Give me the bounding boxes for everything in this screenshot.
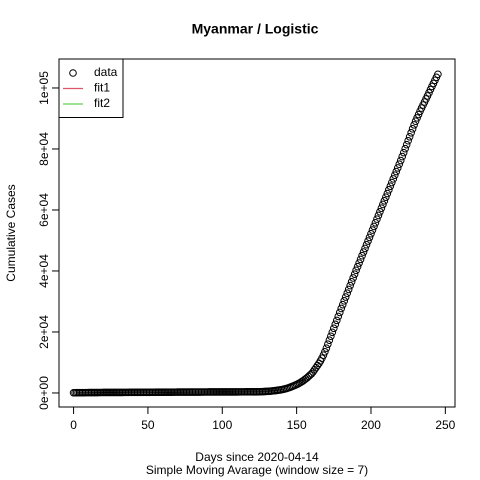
y-tick-label: 0e+00 bbox=[37, 376, 51, 410]
data-point bbox=[367, 229, 375, 238]
data-point bbox=[335, 308, 344, 317]
data-point bbox=[364, 237, 372, 245]
data-point bbox=[361, 244, 369, 253]
legend-label: fit1 bbox=[94, 81, 110, 95]
data-point bbox=[386, 182, 395, 190]
data-point bbox=[327, 332, 335, 341]
data-point bbox=[398, 152, 407, 161]
data-point bbox=[359, 248, 368, 256]
subtitle: Simple Moving Avarage (window size = 7) bbox=[146, 463, 368, 477]
data-point bbox=[337, 304, 346, 313]
data-point bbox=[393, 164, 402, 172]
data-point bbox=[371, 218, 380, 227]
x-tick-label: 150 bbox=[287, 418, 307, 432]
data-point bbox=[377, 204, 386, 212]
y-tick-label: 2e+04 bbox=[37, 315, 51, 349]
legend-symbol bbox=[69, 69, 77, 77]
x-tick-label: 0 bbox=[70, 418, 77, 432]
legend-label: data bbox=[94, 65, 118, 79]
y-tick-label: 1e+05 bbox=[37, 71, 51, 105]
data-point bbox=[350, 270, 359, 278]
data-point bbox=[338, 300, 347, 309]
data-point bbox=[324, 340, 332, 348]
data-point bbox=[413, 114, 421, 122]
y-axis-label: Cumulative Cases bbox=[4, 184, 18, 281]
data-point bbox=[352, 266, 360, 275]
data-point bbox=[380, 197, 389, 205]
data-point bbox=[395, 160, 404, 169]
chart-title: Myanmar / Logistic bbox=[192, 21, 319, 37]
data-point bbox=[346, 281, 354, 290]
x-axis-label: Days since 2020-04-14 bbox=[195, 450, 319, 464]
legend-label: fit2 bbox=[94, 96, 110, 110]
data-point bbox=[396, 156, 405, 165]
data-point bbox=[425, 89, 433, 97]
data-point bbox=[353, 262, 362, 271]
data-point bbox=[343, 289, 351, 298]
data-point bbox=[373, 215, 381, 223]
data-point bbox=[390, 171, 399, 180]
data-point bbox=[389, 175, 398, 183]
y-tick-label: 6e+04 bbox=[37, 193, 51, 227]
data-point bbox=[414, 110, 423, 119]
data-point bbox=[331, 320, 340, 329]
data-point bbox=[374, 211, 383, 220]
data-point bbox=[404, 136, 412, 145]
data-point bbox=[328, 328, 337, 337]
data-point bbox=[410, 121, 418, 129]
data-point bbox=[322, 344, 331, 352]
data-point bbox=[382, 193, 390, 201]
data-point bbox=[376, 208, 384, 216]
data-point bbox=[385, 186, 393, 194]
data-point bbox=[368, 226, 377, 234]
data-point bbox=[341, 293, 350, 301]
data-point bbox=[407, 129, 415, 137]
data-point bbox=[402, 140, 411, 149]
data-point bbox=[321, 347, 329, 356]
data-point bbox=[388, 178, 396, 187]
data-point bbox=[356, 255, 365, 264]
y-tick-label: 4e+04 bbox=[37, 254, 51, 288]
data-point bbox=[365, 233, 374, 242]
data-point bbox=[401, 144, 409, 153]
x-tick-label: 100 bbox=[212, 418, 232, 432]
data-point bbox=[349, 274, 357, 282]
data-point bbox=[405, 132, 414, 141]
data-point bbox=[334, 312, 343, 321]
data-point bbox=[332, 316, 341, 325]
data-point bbox=[344, 285, 353, 294]
data-point bbox=[347, 277, 356, 286]
y-tick-label: 8e+04 bbox=[37, 132, 51, 166]
data-point bbox=[399, 148, 408, 157]
data-point bbox=[411, 117, 420, 126]
data-point bbox=[325, 336, 334, 345]
data-point bbox=[362, 240, 371, 249]
data-point bbox=[330, 324, 338, 333]
data-point bbox=[340, 297, 349, 305]
data-point bbox=[355, 259, 363, 267]
data-point bbox=[370, 222, 378, 231]
data-point bbox=[358, 251, 366, 260]
x-tick-label: 200 bbox=[361, 418, 381, 432]
data-point bbox=[392, 167, 401, 176]
data-point bbox=[408, 125, 417, 133]
data-point bbox=[383, 189, 392, 198]
data-point bbox=[379, 200, 387, 209]
x-tick-label: 50 bbox=[141, 418, 155, 432]
x-tick-label: 250 bbox=[435, 418, 455, 432]
data-point bbox=[319, 351, 328, 359]
data-point bbox=[434, 70, 442, 79]
